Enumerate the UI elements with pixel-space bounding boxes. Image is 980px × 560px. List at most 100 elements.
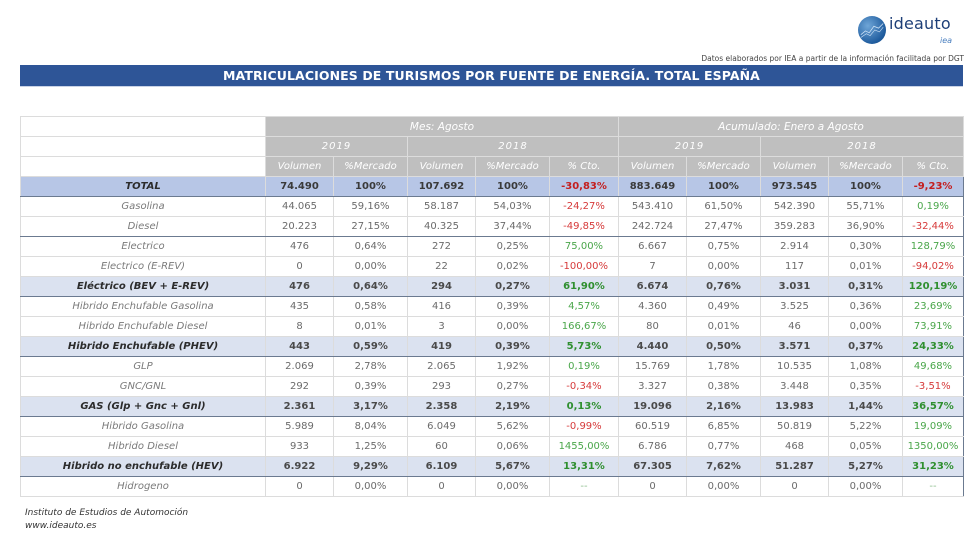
month-2019-share: 0,39% xyxy=(333,376,408,397)
ytd-2019-volume: 242.724 xyxy=(618,216,687,237)
month-growth: 0,19% xyxy=(549,356,619,377)
month-2018-volume: 0 xyxy=(407,476,476,497)
month-2019-volume: 476 xyxy=(265,236,334,257)
month-2018-volume: 22 xyxy=(407,256,476,277)
month-2018-share: 37,44% xyxy=(475,216,550,237)
ytd-2019-share: 0,00% xyxy=(686,476,761,497)
row-label: Hibrido Diesel xyxy=(20,436,266,457)
ytd-2018-volume: 973.545 xyxy=(760,176,829,197)
month-2018-volume: 107.692 xyxy=(407,176,476,197)
ytd-2019-share: 61,50% xyxy=(686,196,761,217)
ytd-2018-share: 36,90% xyxy=(828,216,903,237)
ytd-2018-share: 0,37% xyxy=(828,336,903,357)
table-body: TOTAL 74.490 100% 107.692 100% -30,83% 883.649… xyxy=(20,176,964,497)
header-month-2018: 2018 xyxy=(407,136,619,157)
ytd-2019-volume: 0 xyxy=(618,476,687,497)
subtotal-row: Eléctrico (BEV + E-REV) 476 0,64% 294 0,27% 6… xyxy=(20,276,964,297)
month-growth: -0,34% xyxy=(549,376,619,397)
month-2019-volume: 2.361 xyxy=(265,396,334,417)
ytd-2018-share: 0,31% xyxy=(828,276,903,297)
month-2019-share: 0,58% xyxy=(333,296,408,317)
header-month-2019: 2019 xyxy=(265,136,408,157)
month-2019-volume: 20.223 xyxy=(265,216,334,237)
ytd-2018-share: 1,08% xyxy=(828,356,903,377)
row-label: GNC/GNL xyxy=(20,376,266,397)
ytd-growth: -9,23% xyxy=(902,176,964,197)
month-growth: 0,13% xyxy=(549,396,619,417)
month-2019-share: 100% xyxy=(333,176,408,197)
row-label: Diesel xyxy=(20,216,266,237)
ytd-2019-volume: 15.769 xyxy=(618,356,687,377)
month-2019-share: 0,00% xyxy=(333,256,408,277)
month-2019-volume: 2.069 xyxy=(265,356,334,377)
row-label: Gasolina xyxy=(20,196,266,217)
header-mercado: %Mercado xyxy=(828,156,903,177)
subtotal-row: GAS (Glp + Gnc + Gnl) 2.361 3,17% 2.358 2,19… xyxy=(20,396,964,417)
month-2018-volume: 2.358 xyxy=(407,396,476,417)
ytd-2018-volume: 468 xyxy=(760,436,829,457)
ytd-2018-share: 0,01% xyxy=(828,256,903,277)
header-blank xyxy=(20,156,266,177)
page-title: MATRICULACIONES DE TURISMOS POR FUENTE D… xyxy=(20,65,963,87)
row-label: Hibrido Gasolina xyxy=(20,416,266,437)
month-2019-volume: 0 xyxy=(265,476,334,497)
ytd-2018-volume: 10.535 xyxy=(760,356,829,377)
ytd-growth: -32,44% xyxy=(902,216,964,237)
month-2018-volume: 419 xyxy=(407,336,476,357)
ytd-growth: 128,79% xyxy=(902,236,964,257)
month-2019-share: 3,17% xyxy=(333,396,408,417)
month-2018-share: 5,62% xyxy=(475,416,550,437)
ytd-2018-share: 1,44% xyxy=(828,396,903,417)
ytd-2019-volume: 4.360 xyxy=(618,296,687,317)
ytd-2018-volume: 13.983 xyxy=(760,396,829,417)
ytd-2019-share: 0,01% xyxy=(686,316,761,337)
ytd-2019-share: 27,47% xyxy=(686,216,761,237)
logo-subtext: iea xyxy=(940,36,953,45)
subtotal-row: Hibrido no enchufable (HEV) 6.922 9,29% 6.1… xyxy=(20,456,964,477)
table-row: Electrico (E-REV) 0 0,00% 22 0,02% -100,00% 7 0… xyxy=(20,256,964,277)
header-cto: % Cto. xyxy=(549,156,619,177)
header-blank xyxy=(20,136,266,157)
month-2018-share: 0,39% xyxy=(475,336,550,357)
month-growth: 75,00% xyxy=(549,236,619,257)
ytd-2018-share: 0,36% xyxy=(828,296,903,317)
month-2018-share: 0,02% xyxy=(475,256,550,277)
row-label: Hidrogeno xyxy=(20,476,266,497)
row-label: Eléctrico (BEV + E-REV) xyxy=(20,276,266,297)
footer: Instituto de Estudios de Automoción www.… xyxy=(25,507,188,533)
month-2019-share: 9,29% xyxy=(333,456,408,477)
ytd-2019-volume: 6.786 xyxy=(618,436,687,457)
ytd-growth: 23,69% xyxy=(902,296,964,317)
ytd-2018-volume: 542.390 xyxy=(760,196,829,217)
table-row: Gasolina 44.065 59,16% 58.187 54,03% -24,27% 5… xyxy=(20,196,964,217)
month-2019-share: 0,01% xyxy=(333,316,408,337)
row-label: TOTAL xyxy=(20,176,266,197)
ytd-2018-share: 0,00% xyxy=(828,476,903,497)
month-2019-volume: 435 xyxy=(265,296,334,317)
ytd-2019-share: 0,38% xyxy=(686,376,761,397)
month-2019-share: 0,64% xyxy=(333,276,408,297)
ytd-2019-share: 0,77% xyxy=(686,436,761,457)
month-growth: -24,27% xyxy=(549,196,619,217)
month-2019-share: 0,59% xyxy=(333,336,408,357)
ytd-2018-volume: 117 xyxy=(760,256,829,277)
source-note: Datos elaborados por IEA a partir de la … xyxy=(701,54,964,63)
month-2019-share: 0,00% xyxy=(333,476,408,497)
month-growth: -49,85% xyxy=(549,216,619,237)
header-volumen: Volumen xyxy=(407,156,476,177)
ytd-2019-share: 0,75% xyxy=(686,236,761,257)
header-ytd-2019: 2019 xyxy=(618,136,761,157)
ytd-growth: 49,68% xyxy=(902,356,964,377)
footer-website[interactable]: www.ideauto.es xyxy=(25,521,97,531)
month-2018-volume: 272 xyxy=(407,236,476,257)
header-blank xyxy=(20,116,266,137)
month-2018-share: 1,92% xyxy=(475,356,550,377)
ytd-2018-volume: 3.031 xyxy=(760,276,829,297)
ytd-2018-volume: 3.525 xyxy=(760,296,829,317)
month-2019-share: 2,78% xyxy=(333,356,408,377)
table-row: Diesel 20.223 27,15% 40.325 37,44% -49,85% 242… xyxy=(20,216,964,237)
month-2019-share: 1,25% xyxy=(333,436,408,457)
month-2019-volume: 292 xyxy=(265,376,334,397)
month-2019-volume: 5.989 xyxy=(265,416,334,437)
ytd-growth: -- xyxy=(902,476,964,497)
